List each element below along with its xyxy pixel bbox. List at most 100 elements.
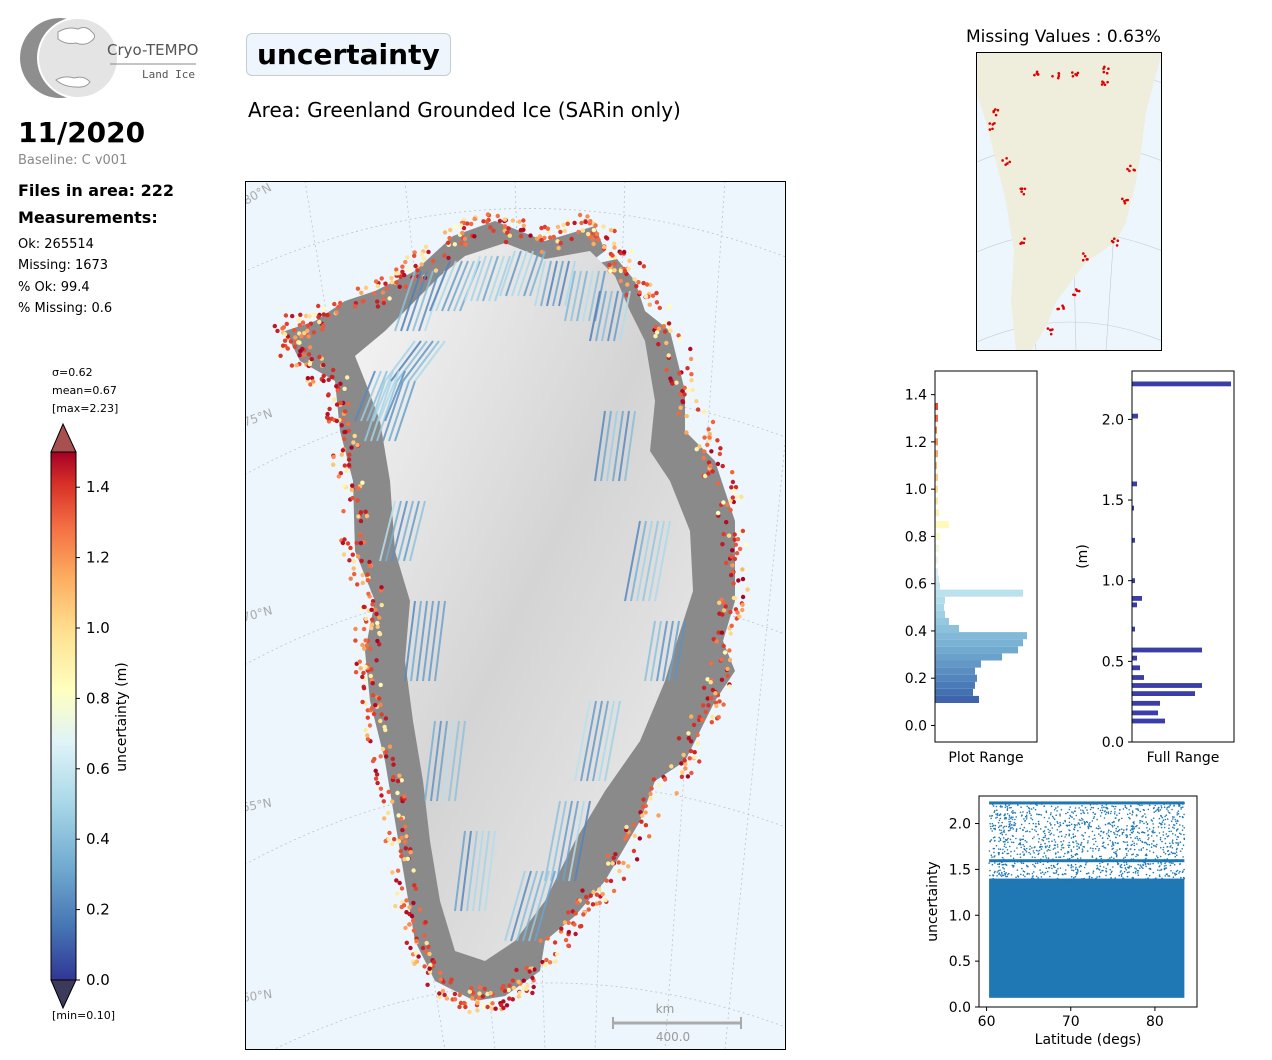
colorbar-tick-label: 0.6 — [86, 760, 110, 778]
histogram-bar — [935, 544, 939, 552]
histogram-bar — [935, 603, 944, 611]
colorbar-gradient — [50, 451, 77, 981]
histogram-bar — [935, 632, 1027, 640]
histogram-tick-label: 0.0 — [905, 718, 927, 734]
histogram-tick-label: 0.0 — [1102, 735, 1124, 751]
stat-pct-missing: % Missing: 0.6 — [18, 301, 113, 316]
scatter-band — [989, 859, 1185, 863]
histogram-bar — [935, 497, 938, 505]
histogram-bar — [935, 582, 940, 590]
histogram-bar — [1132, 718, 1165, 724]
coastal-measurements — [272, 212, 750, 1015]
scatter-xtick-label: 70 — [1062, 1014, 1080, 1030]
histogram-bar — [1132, 710, 1158, 716]
satellite-tracks — [354, 250, 686, 942]
scatter-ytick-label: 0.5 — [949, 954, 971, 970]
histogram-bar — [1132, 700, 1160, 706]
colorbar: 0.0 0.2 0.4 0.6 0.8 1.0 1.2 1.4 uncertainty (m) — [50, 422, 130, 1010]
stat-pct-ok: % Ok: 99.4 — [18, 280, 90, 295]
scatter-ytick-label: 2.0 — [949, 817, 971, 833]
logo: Cryo-TEMPO Land Ice — [18, 16, 203, 100]
scatter-frame — [978, 795, 1198, 1008]
histogram-bar — [935, 568, 938, 576]
histogram-bar — [935, 625, 959, 633]
colorbar-mean: mean=0.67 — [52, 384, 117, 397]
missing-map-title: Missing Values : 0.63% — [966, 27, 1161, 47]
histogram-bar — [935, 681, 975, 689]
histogram-tick-label: 1.5 — [1102, 493, 1124, 509]
histogram-tick-label: 1.2 — [905, 435, 927, 451]
histogram-bar — [935, 438, 938, 446]
histogram-tick-label: 0.2 — [905, 671, 927, 687]
missing-value-points — [988, 65, 1137, 336]
histogram-bar — [935, 575, 939, 583]
histogram-bar — [1132, 481, 1137, 487]
histogram-bar — [935, 556, 938, 564]
histogram-bar — [935, 426, 937, 434]
histogram-bar — [935, 639, 1023, 647]
histogram-bar — [935, 462, 937, 470]
area-subtitle: Area: Greenland Grounded Ice (SARin only… — [248, 98, 681, 122]
colorbar-tick-label: 0.4 — [86, 830, 110, 848]
files-count: Files in area: 222 — [18, 181, 174, 200]
histogram-xlabel: Full Range — [1147, 750, 1220, 766]
date-label: 11/2020 — [18, 116, 146, 149]
histogram-bar — [935, 414, 938, 422]
histogram-bar — [935, 521, 949, 529]
histogram-bar — [935, 589, 1023, 597]
histogram-bar — [935, 688, 973, 696]
histogram-bar — [1132, 505, 1134, 511]
histogram-bar — [935, 660, 981, 668]
colorbar-extend-max — [50, 422, 77, 453]
histogram-xlabel: Plot Range — [948, 750, 1023, 766]
full-range-histogram: 0.0 0.5 1.0 1.5 2.0 Full Range (m) — [1075, 370, 1235, 766]
histogram-bar — [935, 509, 939, 517]
histogram-bar — [935, 695, 979, 703]
histogram-bar — [935, 610, 945, 618]
colorbar-tick-label: 1.0 — [86, 619, 110, 637]
scatter-xtick-label: 80 — [1146, 1014, 1164, 1030]
baseline-label: Baseline: C v001 — [18, 153, 128, 168]
histogram-tick-label: 1.0 — [905, 482, 927, 498]
colorbar-tick-label: 0.8 — [86, 689, 110, 707]
histogram-bar — [1132, 413, 1138, 419]
histogram-tick-label: 2.0 — [1102, 412, 1124, 428]
histogram-bar — [935, 402, 938, 410]
colorbar-min: [min=0.10] — [52, 1009, 116, 1022]
colorbar-sigma: σ=0.62 — [52, 366, 93, 379]
histogram-bar — [935, 646, 1018, 654]
histogram-bar — [1132, 626, 1135, 632]
histogram-bar — [1132, 675, 1144, 680]
colorbar-tick-label: 0.2 — [86, 901, 110, 919]
scatter-xlabel: Latitude (degs) — [1035, 1032, 1142, 1048]
histogram-bar — [935, 653, 1002, 661]
colorbar-tick-label: 1.2 — [86, 549, 110, 567]
histogram-bar — [935, 596, 945, 604]
histogram-bar — [1132, 683, 1202, 688]
scalebar: km 400.0 — [612, 1002, 742, 1044]
histogram-tick-label: 0.5 — [1102, 654, 1124, 670]
logo-name: Cryo-TEMPO — [107, 41, 199, 59]
histogram-frame — [1131, 370, 1235, 743]
scatter-ytick-label: 1.0 — [949, 908, 971, 924]
histogram-bar — [1132, 691, 1195, 696]
map-lat-label: 60°N — [245, 987, 273, 1005]
measurements-heading: Measurements: — [18, 208, 158, 227]
histogram-bar — [1132, 596, 1142, 601]
map-lat-label: 65°N — [245, 796, 273, 815]
plot-range-histogram: 0.0 0.2 0.4 0.6 0.8 1.0 1.2 1.4 Plot Range — [905, 370, 1038, 766]
histogram-tick-label: 1.0 — [1102, 574, 1124, 590]
scatter-ylabel: uncertainty — [925, 861, 941, 941]
histogram-ylabel: (m) — [1075, 544, 1091, 569]
logo-sub: Land Ice — [142, 68, 195, 81]
histogram-tick-label: 0.4 — [905, 624, 927, 640]
histogram-tick-label: 0.6 — [905, 577, 927, 593]
scatter-xtick-label: 60 — [978, 1014, 996, 1030]
colorbar-tick-label: 0.0 — [86, 971, 110, 989]
scatter-ytick-label: 1.5 — [949, 862, 971, 878]
histogram-bar — [1132, 537, 1135, 543]
histogram-bar — [935, 485, 938, 493]
missing-values-map — [976, 52, 1162, 351]
histogram-bar — [1132, 578, 1135, 584]
